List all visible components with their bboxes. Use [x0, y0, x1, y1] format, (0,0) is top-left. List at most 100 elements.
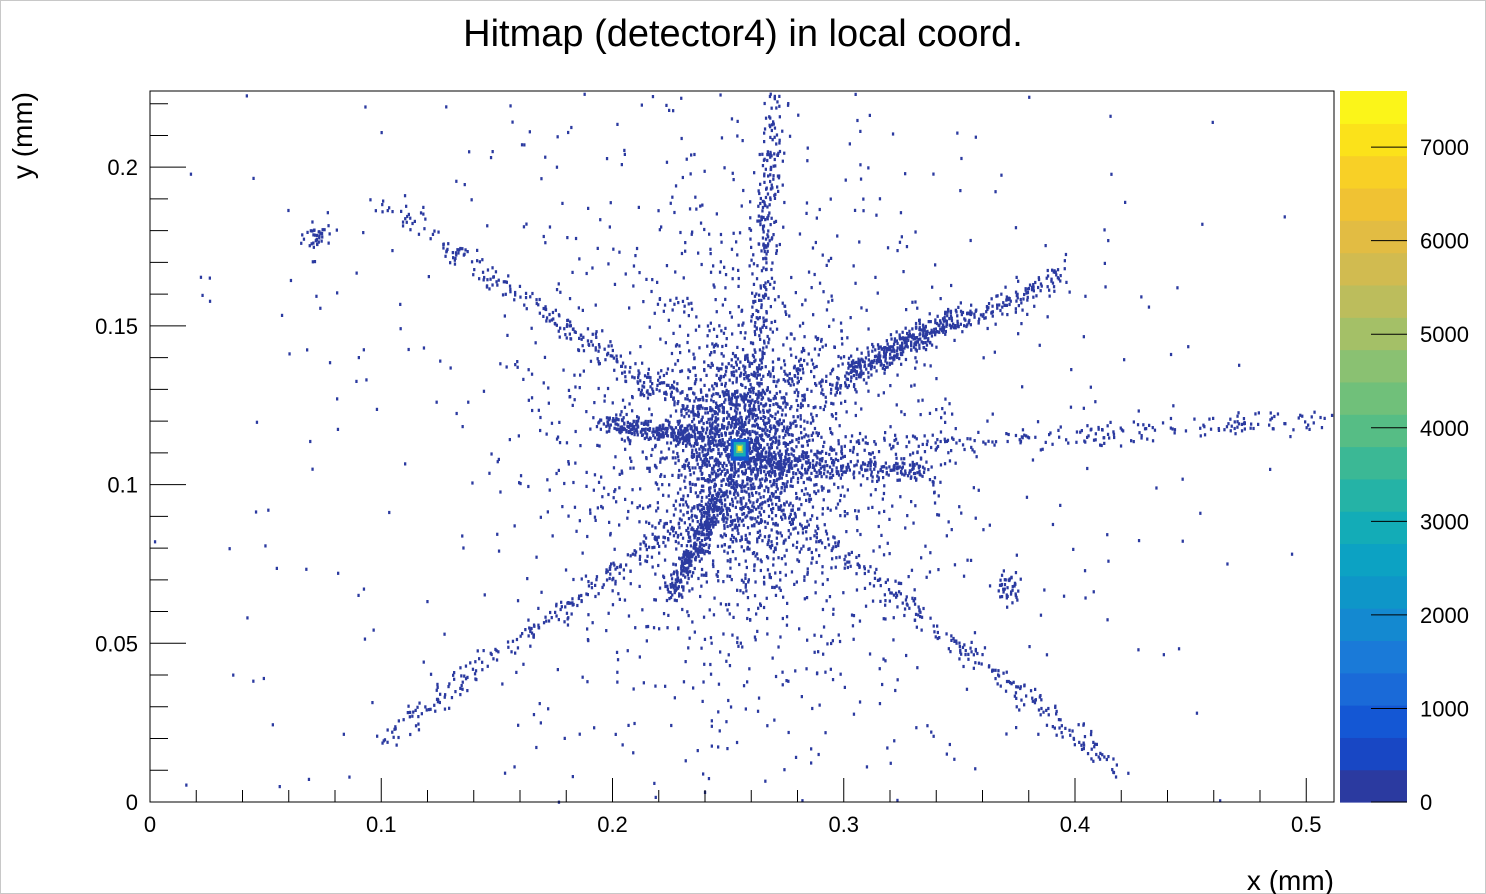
heatmap-cell [681, 556, 684, 560]
heatmap-cell [646, 422, 649, 426]
heatmap-cell [828, 452, 831, 457]
heatmap-cell [847, 372, 850, 376]
heatmap-cell [747, 420, 750, 425]
heatmap-cell [959, 322, 962, 326]
heatmap-cell [785, 500, 788, 504]
heatmap-cell [961, 330, 964, 334]
heatmap-cell [1105, 757, 1108, 762]
heatmap-cell [889, 384, 892, 388]
heatmap-cell [792, 517, 795, 521]
heatmap-cell [672, 450, 675, 454]
heatmap-cell [944, 319, 947, 323]
heatmap-cell [720, 433, 724, 438]
heatmap-cell [722, 408, 725, 412]
heatmap-cell [927, 337, 930, 341]
heatmap-cell [838, 424, 841, 428]
heatmap-cell [597, 349, 600, 353]
heatmap-cell [807, 461, 810, 465]
heatmap-cell [769, 152, 772, 156]
heatmap-cell [717, 460, 721, 464]
heatmap-cell [673, 591, 676, 595]
heatmap-cell [781, 471, 785, 475]
heatmap-cell [890, 337, 893, 341]
heatmap-cell [673, 598, 676, 602]
heatmap-cell [957, 305, 960, 309]
heatmap-cell [668, 597, 671, 601]
heatmap-cell [619, 354, 622, 358]
heatmap-cell [818, 554, 821, 558]
heatmap-cell [921, 465, 925, 469]
heatmap-cell [589, 511, 592, 515]
heatmap-cell [700, 489, 703, 493]
heatmap-cell [1060, 724, 1063, 728]
heatmap-cell [667, 494, 670, 498]
heatmap-cell [947, 451, 950, 455]
heatmap-cell [1053, 726, 1056, 730]
heatmap-cell [783, 485, 786, 489]
heatmap-cell [701, 203, 704, 207]
heatmap-cell [756, 423, 759, 427]
heatmap-cell [564, 605, 567, 609]
heatmap-cell [699, 519, 703, 523]
heatmap-cell [900, 410, 903, 414]
heatmap-cell [715, 517, 718, 521]
heatmap-cell [703, 637, 707, 641]
heatmap-cell [689, 555, 693, 559]
heatmap-cell [491, 283, 494, 287]
heatmap-cell [700, 573, 703, 577]
heatmap-cell [920, 556, 923, 560]
heatmap-cell [1305, 426, 1308, 430]
heatmap-cell [816, 433, 820, 438]
heatmap-cell [763, 246, 766, 250]
heatmap-cell [757, 486, 760, 490]
heatmap-cell [752, 505, 756, 509]
heatmap-cell [437, 230, 440, 234]
heatmap-cell [842, 355, 846, 359]
heatmap-cell [775, 542, 779, 546]
heatmap-cell [934, 263, 937, 267]
heatmap-cell [764, 116, 768, 120]
heatmap-cell [688, 369, 692, 373]
heatmap-cell [760, 393, 763, 397]
heatmap-cell [828, 595, 832, 599]
heatmap-cell [582, 349, 586, 353]
heatmap-cell [774, 521, 778, 526]
heatmap-cell [750, 524, 754, 528]
heatmap-cell [766, 724, 769, 728]
heatmap-cell [849, 379, 853, 383]
heatmap-cell [411, 221, 414, 226]
heatmap-cell [1145, 427, 1148, 431]
heatmap-cell [700, 646, 703, 650]
heatmap-cell [700, 539, 704, 543]
heatmap-cell [735, 378, 738, 382]
heatmap-cell [763, 422, 766, 426]
heatmap-cell [814, 474, 817, 479]
heatmap-cell [788, 520, 792, 524]
heatmap-cell [859, 177, 863, 181]
heatmap-cell [712, 400, 715, 404]
heatmap-cell [646, 396, 650, 400]
heatmap-cell [714, 520, 717, 524]
heatmap-cell [908, 471, 911, 475]
heatmap-cell [756, 397, 759, 401]
heatmap-cell [987, 306, 990, 310]
heatmap-cell [802, 454, 805, 458]
heatmap-cell [666, 584, 669, 588]
heatmap-cell [532, 633, 535, 637]
heatmap-cell [749, 382, 752, 387]
heatmap-cell [1067, 441, 1070, 445]
heatmap-cell [632, 751, 635, 755]
heatmap-cell [879, 359, 882, 363]
heatmap-cell [765, 252, 768, 256]
heatmap-cell [773, 469, 777, 474]
heatmap-cell [895, 330, 898, 334]
heatmap-cell [770, 128, 773, 133]
heatmap-cell [609, 423, 612, 427]
heatmap-cell [688, 523, 692, 527]
heatmap-cell [904, 469, 907, 473]
heatmap-cell [745, 565, 748, 570]
heatmap-cell [672, 529, 675, 533]
heatmap-cell [877, 450, 881, 454]
heatmap-cell [1018, 708, 1021, 712]
heatmap-cell [742, 523, 745, 527]
